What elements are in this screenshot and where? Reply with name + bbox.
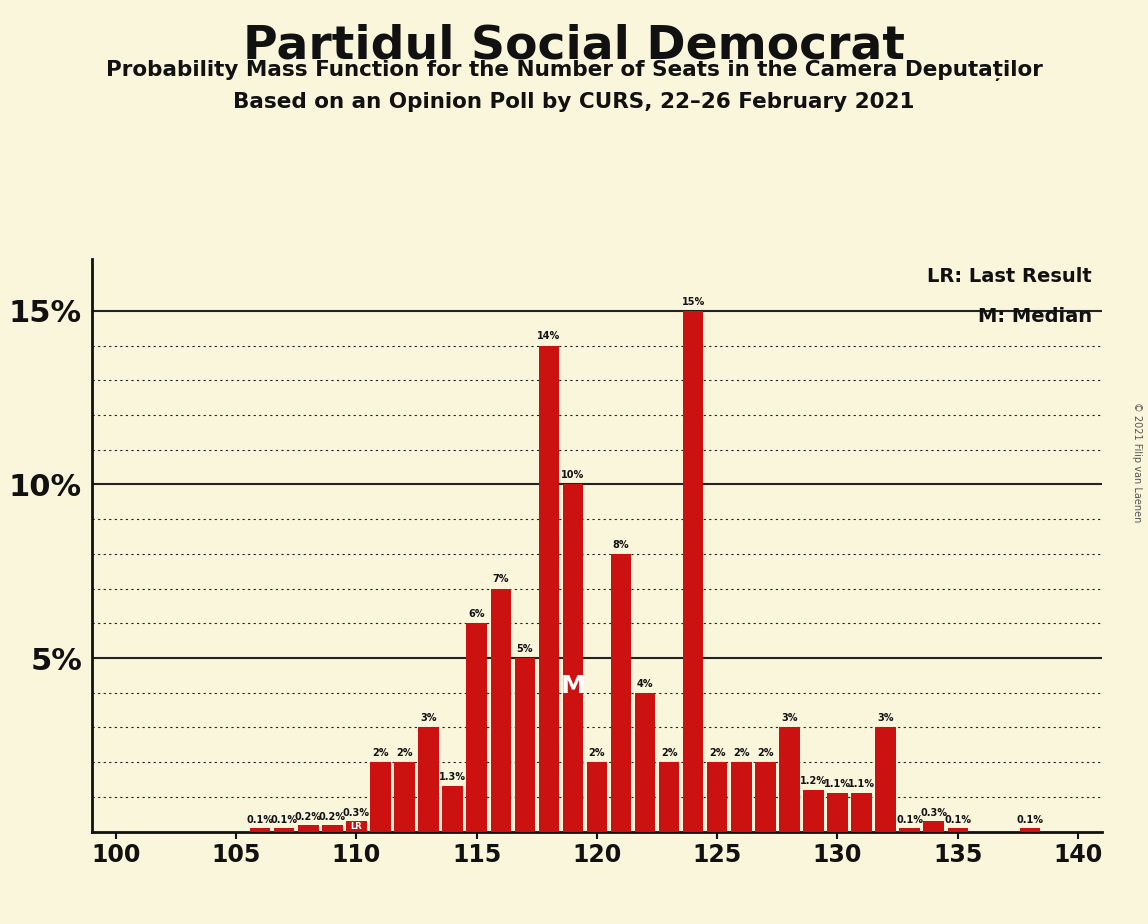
Text: M: M — [560, 674, 585, 698]
Text: 6%: 6% — [468, 609, 484, 619]
Bar — [852, 794, 871, 832]
Bar — [490, 589, 511, 832]
Text: Probability Mass Function for the Number of Seats in the Camera Deputaților: Probability Mass Function for the Number… — [106, 60, 1042, 81]
Text: 2%: 2% — [589, 748, 605, 758]
Text: 3%: 3% — [420, 713, 437, 723]
Text: 1.1%: 1.1% — [824, 779, 851, 789]
Bar — [466, 624, 487, 832]
Text: Based on an Opinion Poll by CURS, 22–26 February 2021: Based on an Opinion Poll by CURS, 22–26 … — [233, 92, 915, 113]
Text: M: Median: M: Median — [978, 308, 1092, 326]
Text: 2%: 2% — [709, 748, 726, 758]
Bar — [828, 794, 847, 832]
Bar — [876, 727, 895, 832]
Bar — [323, 824, 342, 832]
Bar — [563, 484, 583, 832]
Text: 8%: 8% — [613, 540, 629, 550]
Bar — [779, 727, 800, 832]
Text: 0.1%: 0.1% — [1016, 815, 1044, 825]
Text: 0.3%: 0.3% — [343, 808, 370, 819]
Text: 0.2%: 0.2% — [295, 812, 321, 821]
Text: 0.2%: 0.2% — [319, 812, 346, 821]
Text: LR: LR — [350, 821, 363, 831]
Bar — [659, 762, 680, 832]
Text: 0.1%: 0.1% — [897, 815, 923, 825]
Text: © 2021 Filip van Laenen: © 2021 Filip van Laenen — [1132, 402, 1142, 522]
Text: 1.3%: 1.3% — [440, 772, 466, 783]
Bar — [1019, 828, 1040, 832]
Bar — [923, 821, 944, 832]
Text: 1.1%: 1.1% — [848, 779, 875, 789]
Text: 15%: 15% — [682, 297, 705, 307]
Text: LR: Last Result: LR: Last Result — [928, 267, 1092, 286]
Text: 5%: 5% — [517, 644, 533, 654]
Bar — [587, 762, 607, 832]
Bar — [418, 727, 439, 832]
Text: 0.1%: 0.1% — [271, 815, 297, 825]
Text: 14%: 14% — [537, 332, 560, 341]
Text: 10%: 10% — [561, 470, 584, 480]
Bar — [899, 828, 920, 832]
Bar — [683, 310, 704, 832]
Text: Partidul Social Democrat: Partidul Social Democrat — [243, 23, 905, 68]
Bar — [731, 762, 752, 832]
Text: 2%: 2% — [372, 748, 389, 758]
Text: 3%: 3% — [877, 713, 894, 723]
Text: 1.2%: 1.2% — [800, 776, 827, 785]
Text: 0.3%: 0.3% — [921, 808, 947, 819]
Text: 2%: 2% — [757, 748, 774, 758]
Bar — [274, 828, 295, 832]
Text: 2%: 2% — [661, 748, 677, 758]
Bar — [514, 658, 535, 832]
Bar — [755, 762, 776, 832]
Bar — [347, 821, 366, 832]
Text: 2%: 2% — [396, 748, 413, 758]
Bar — [394, 762, 414, 832]
Bar — [947, 828, 968, 832]
Bar — [707, 762, 728, 832]
Text: 7%: 7% — [492, 575, 509, 584]
Bar — [538, 346, 559, 832]
Text: 0.1%: 0.1% — [945, 815, 971, 825]
Text: 3%: 3% — [781, 713, 798, 723]
Bar — [635, 693, 656, 832]
Bar — [611, 553, 631, 832]
Bar — [442, 786, 463, 832]
Text: 0.1%: 0.1% — [247, 815, 273, 825]
Bar — [250, 828, 271, 832]
Bar — [804, 790, 823, 832]
Text: 4%: 4% — [637, 678, 653, 688]
Text: 2%: 2% — [734, 748, 750, 758]
Bar — [371, 762, 390, 832]
Bar — [298, 824, 318, 832]
